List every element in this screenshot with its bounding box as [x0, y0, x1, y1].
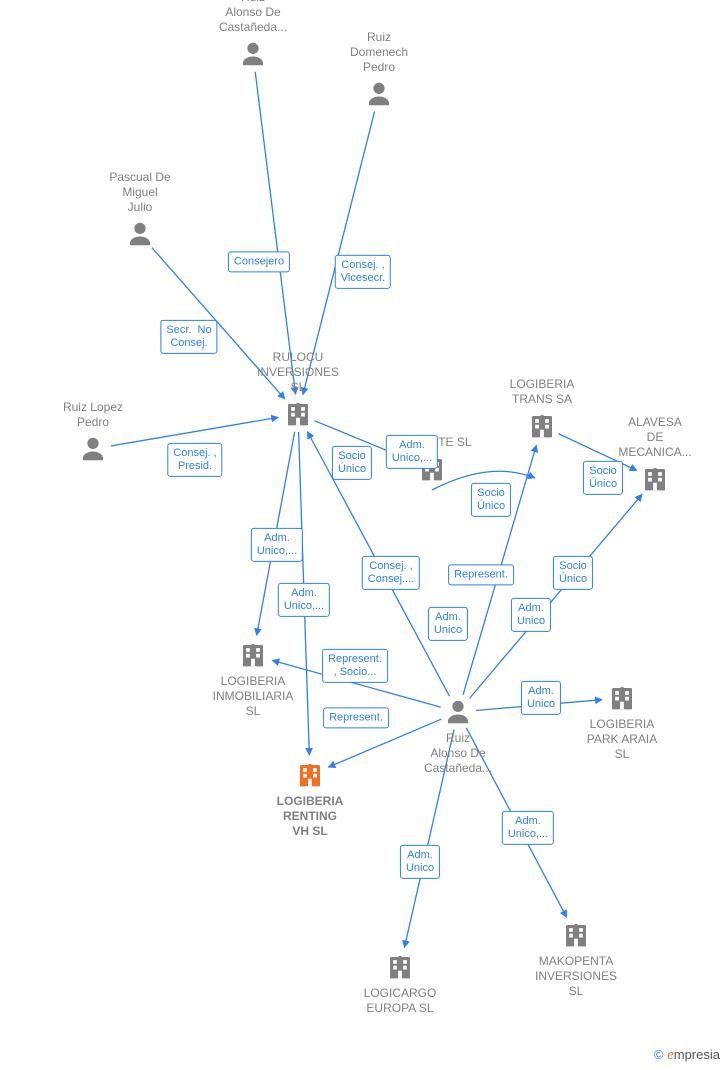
edge-label[interactable]: Consejero	[228, 251, 290, 272]
node-label: LOGIBERIAINMOBILIARIASL	[193, 674, 313, 719]
edge-label[interactable]: Adm. Unico	[428, 607, 468, 641]
person-icon	[78, 434, 108, 464]
copyright-symbol: ©	[654, 1047, 664, 1062]
edge-label[interactable]: Adm. Unico	[511, 598, 551, 632]
company-node-logicargo[interactable]: LOGICARGOEUROPA SL	[340, 952, 460, 1016]
edge-ruiz_ac_bot-alavesa	[470, 494, 642, 698]
edge-label[interactable]: Adm. Unico,...	[251, 528, 303, 562]
node-label: LOGIBERIAPARK ARAIASL	[562, 717, 682, 762]
company-node-makopenta[interactable]: MAKOPENTAINVERSIONESSL	[516, 920, 636, 999]
edge-label[interactable]: Secr. No Consej.	[160, 320, 217, 354]
edge-label[interactable]: Represent. , Socio...	[322, 649, 388, 683]
edge-label[interactable]: Adm. Unico,...	[502, 811, 554, 845]
edge-label[interactable]: Consej. , Consej....	[362, 556, 420, 590]
node-label: ALAVESADEMECANICA...	[595, 415, 715, 460]
building-icon	[640, 464, 670, 494]
edge-label[interactable]: Adm. Unico	[400, 845, 440, 879]
edge-label[interactable]: Socio Único	[471, 483, 511, 517]
person-icon	[443, 697, 473, 727]
company-node-logib_trans[interactable]: LOGIBERIATRANS SA	[482, 377, 602, 441]
node-label: Pascual DeMiguelJulio	[80, 170, 200, 215]
person-icon	[238, 39, 268, 69]
node-label: RuizDomenechPedro	[319, 30, 439, 75]
company-node-logib_inmo[interactable]: LOGIBERIAINMOBILIARIASL	[193, 640, 313, 719]
edge-label[interactable]: Socio Único	[332, 446, 372, 480]
edge-label[interactable]: Consej. , Vicesecr.	[335, 255, 391, 289]
node-label: RuizAlonso DeCastañeda...	[398, 731, 518, 776]
edge-label[interactable]: Represent.	[323, 707, 389, 728]
person-node-ruiz_ac_top[interactable]: RuizAlonso DeCastañeda...	[193, 0, 313, 69]
person-node-pascual[interactable]: Pascual DeMiguelJulio	[80, 170, 200, 249]
watermark: © empresia	[654, 1047, 720, 1064]
edge-label[interactable]: Adm. Unico,...	[386, 435, 438, 469]
building-icon	[385, 952, 415, 982]
node-label: LOGIBERIATRANS SA	[482, 377, 602, 407]
node-label: RULOCUINVERSIONESSL	[238, 350, 358, 395]
node-label: LOGICARGOEUROPA SL	[340, 986, 460, 1016]
edge-label[interactable]: Represent.	[448, 564, 514, 585]
brand-e: e	[667, 1047, 674, 1063]
node-label: RuizAlonso DeCastañeda...	[193, 0, 313, 35]
building-icon	[527, 411, 557, 441]
diagram-edges-layer	[0, 0, 728, 1070]
node-label: MAKOPENTAINVERSIONESSL	[516, 954, 636, 999]
company-node-logib_park[interactable]: LOGIBERIAPARK ARAIASL	[562, 683, 682, 762]
brand-rest: mpresia	[674, 1047, 720, 1062]
edge-label[interactable]: Socio Único	[583, 461, 623, 495]
person-node-ruiz_lopez[interactable]: Ruiz LopezPedro	[33, 400, 153, 464]
person-node-ruiz_ac_bot[interactable]: RuizAlonso DeCastañeda...	[398, 697, 518, 776]
person-icon	[125, 219, 155, 249]
node-label: LOGIBERIARENTINGVH SL	[250, 794, 370, 839]
edge-label[interactable]: Consej. , Presid.	[167, 443, 222, 477]
building-icon	[283, 399, 313, 429]
edge-ruiz_ac_top-rulocu	[255, 72, 295, 394]
person-icon	[364, 79, 394, 109]
edge-label[interactable]: Socio Único	[553, 556, 593, 590]
person-node-ruiz_dom[interactable]: RuizDomenechPedro	[319, 30, 439, 109]
company-node-logib_rent[interactable]: LOGIBERIARENTINGVH SL	[250, 760, 370, 839]
edge-label[interactable]: Adm. Unico	[521, 681, 561, 715]
building-icon	[561, 920, 591, 950]
edge-label[interactable]: Adm. Unico,...	[278, 583, 330, 617]
node-label: Ruiz LopezPedro	[33, 400, 153, 430]
building-icon	[238, 640, 268, 670]
building-icon	[295, 760, 325, 790]
building-icon	[607, 683, 637, 713]
company-node-rulocu[interactable]: RULOCUINVERSIONESSL	[238, 350, 358, 429]
